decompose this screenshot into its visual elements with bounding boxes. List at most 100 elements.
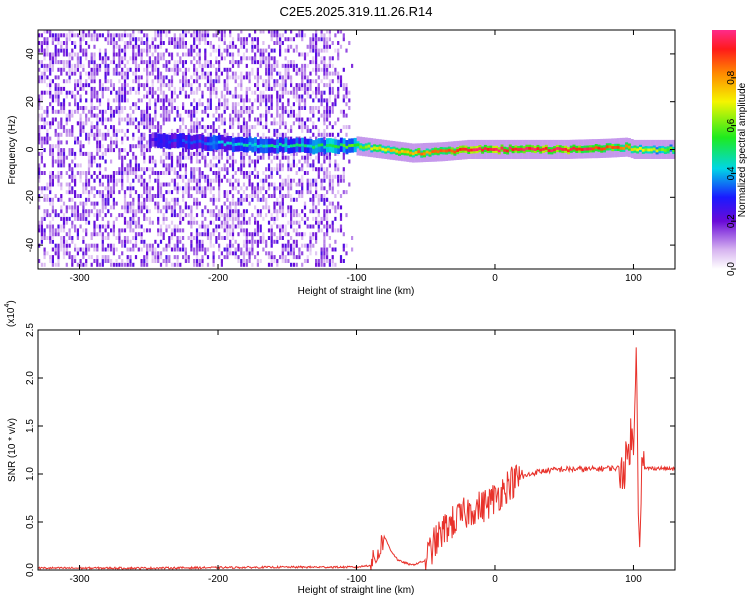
heatmap-cell [107, 243, 110, 248]
heatmap-cell [331, 182, 334, 187]
heatmap-cell [215, 239, 218, 244]
heatmap-cell [215, 174, 218, 179]
heatmap-cell [666, 148, 670, 152]
heatmap-cell [110, 262, 113, 267]
heatmap-cell [98, 178, 102, 183]
heatmap-cell [265, 144, 269, 148]
heatmap-cell [317, 75, 320, 80]
heatmap-cell [326, 30, 329, 34]
heatmap-cell [195, 37, 199, 42]
heatmap-cell [603, 147, 606, 151]
heatmap-cell [46, 41, 49, 45]
heatmap-cell [240, 220, 243, 225]
heatmap-cell [317, 83, 320, 88]
heatmap-cell [134, 63, 138, 68]
heatmap-cell [57, 159, 60, 164]
heatmap-cell [270, 106, 273, 110]
heatmap-cell [240, 75, 243, 80]
heatmap-cell [49, 239, 52, 244]
heatmap-cell [212, 148, 215, 153]
heatmap-cell [182, 79, 185, 84]
heatmap-cell [315, 125, 318, 130]
heatmap-cell [132, 186, 135, 191]
heatmap-cell [317, 171, 320, 175]
heatmap-cell [134, 37, 138, 42]
heatmap-cell [49, 186, 52, 191]
heatmap-cell [201, 148, 204, 153]
heatmap-cell [265, 113, 268, 118]
heatmap-cell [259, 155, 262, 160]
heatmap-cell [190, 243, 193, 248]
heatmap-cell [182, 163, 185, 168]
heatmap-cell [317, 98, 320, 103]
heatmap-cell [218, 67, 221, 72]
heatmap-cell [337, 94, 340, 99]
heatmap-cell [126, 121, 129, 126]
heatmap-cell [309, 224, 312, 229]
heatmap-cell [218, 224, 221, 229]
heatmap-cell [79, 79, 82, 84]
heatmap-cell [173, 197, 176, 202]
heatmap-cell [331, 132, 334, 137]
heatmap-cell [279, 71, 282, 76]
heatmap-cell [132, 216, 135, 221]
heatmap-cell [173, 67, 176, 72]
heatmap-cell [123, 33, 127, 38]
heatmap-cell [195, 75, 199, 80]
heatmap-cell [132, 60, 135, 65]
heatmap-cell [229, 60, 232, 65]
heatmap-cell [265, 201, 268, 206]
heatmap-cell [279, 33, 282, 38]
heatmap-cell [121, 106, 124, 110]
heatmap-cell [204, 178, 207, 183]
heatmap-cell [359, 145, 363, 149]
heatmap-cell [201, 259, 204, 263]
heatmap-cell [170, 236, 174, 240]
heatmap-cell [38, 174, 41, 179]
heatmap-cell [242, 159, 246, 164]
heatmap-cell [79, 44, 82, 49]
heatmap-cell [256, 86, 259, 91]
heatmap-cell [306, 171, 309, 175]
heatmap-cell [90, 236, 93, 240]
heatmap-cell [223, 163, 226, 168]
heatmap-cell [259, 60, 262, 65]
heatmap-cell [184, 213, 187, 218]
heatmap-cell [170, 151, 174, 156]
heatmap-cell [273, 190, 276, 195]
heatmap-cell [303, 98, 307, 103]
heatmap-cell [134, 171, 138, 175]
heatmap-cell [276, 197, 279, 202]
heatmap-cell [220, 178, 223, 183]
heatmap-cell [276, 209, 279, 214]
heatmap-cell [279, 52, 282, 57]
heatmap-cell [68, 216, 71, 221]
heatmap-cell [112, 125, 115, 130]
heatmap-cell [204, 33, 207, 38]
heatmap-cell [467, 148, 471, 152]
heatmap-cell [165, 83, 168, 88]
heatmap-cell [173, 171, 176, 175]
heatmap-cell [339, 174, 343, 179]
heatmap-cell [190, 186, 193, 191]
heatmap-cell [317, 37, 320, 42]
heatmap-cell [157, 86, 160, 91]
heatmap-cell [339, 178, 343, 183]
heatmap-cell [312, 106, 315, 110]
heatmap-cell [170, 228, 174, 233]
heatmap-cell [148, 247, 151, 252]
heatmap-cell [328, 243, 331, 248]
heatmap-cell [198, 33, 201, 38]
heatmap-cell [464, 147, 468, 151]
heatmap-cell [60, 140, 63, 145]
colorbar: 0.00.20.40.60.8 Normalized spectral ampl… [712, 30, 748, 276]
heatmap-cell [65, 128, 68, 133]
heatmap-cell [345, 213, 348, 218]
heatmap-cell [326, 209, 329, 214]
heatmap-cell [248, 113, 251, 118]
heatmap-cell [57, 255, 60, 260]
heatmap-cell [242, 125, 246, 130]
heatmap-cell [195, 128, 199, 133]
heatmap-cell [290, 194, 293, 198]
heatmap-cell [43, 247, 46, 252]
